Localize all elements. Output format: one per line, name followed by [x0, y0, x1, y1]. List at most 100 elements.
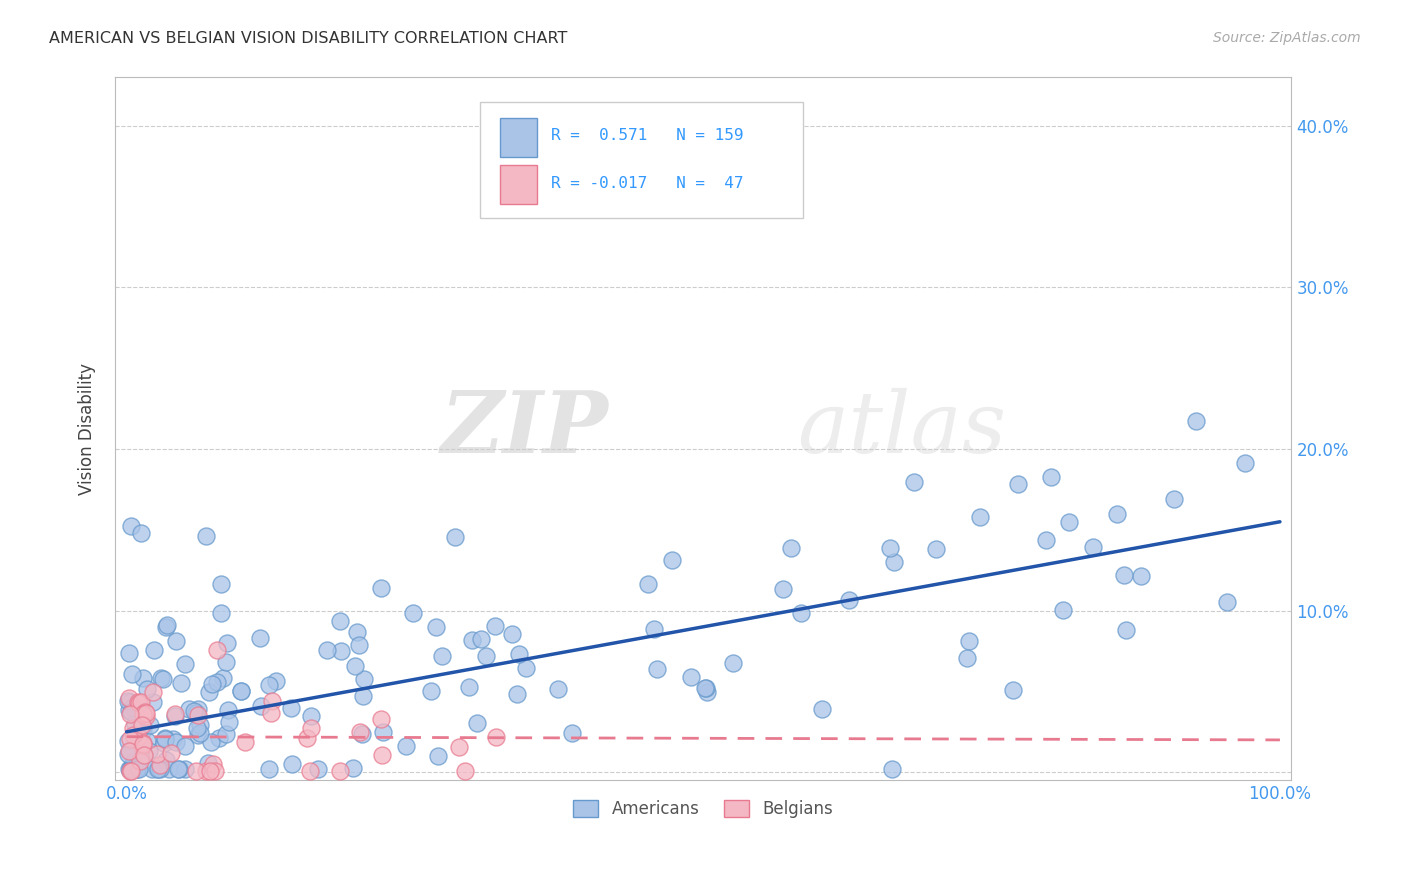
- Point: [1052, 603, 1074, 617]
- Point: [187, 707, 209, 722]
- Point: [637, 576, 659, 591]
- Point: [218, 714, 240, 729]
- Point: [1057, 516, 1080, 530]
- Point: [316, 642, 339, 657]
- Point: [1233, 456, 1256, 470]
- Point: [779, 541, 801, 556]
- Point: [131, 671, 153, 685]
- Point: [695, 681, 717, 696]
- Point: [426, 749, 449, 764]
- Point: [129, 695, 152, 709]
- Point: [1007, 477, 1029, 491]
- Point: [160, 746, 183, 760]
- Point: [229, 683, 252, 698]
- Point: [280, 757, 302, 772]
- Point: [501, 627, 523, 641]
- Point: [1001, 683, 1024, 698]
- Point: [681, 670, 703, 684]
- Legend: Americans, Belgians: Americans, Belgians: [567, 793, 839, 825]
- Point: [124, 717, 146, 731]
- Point: [141, 762, 163, 776]
- Point: [342, 761, 364, 775]
- Point: [1115, 623, 1137, 637]
- Point: [139, 717, 162, 731]
- Point: [120, 762, 142, 776]
- Point: [122, 754, 145, 768]
- Point: [186, 764, 208, 778]
- Point: [346, 625, 368, 640]
- Point: [1163, 491, 1185, 506]
- Point: [153, 731, 176, 745]
- Point: [131, 704, 153, 718]
- Point: [155, 619, 177, 633]
- Point: [465, 716, 488, 731]
- Point: [165, 709, 187, 723]
- Point: [120, 705, 142, 719]
- Point: [209, 607, 232, 621]
- Point: [167, 762, 190, 776]
- Point: [204, 764, 226, 778]
- Point: [957, 633, 980, 648]
- Bar: [499, 119, 537, 157]
- Point: [120, 731, 142, 746]
- Point: [125, 710, 148, 724]
- Point: [136, 734, 159, 748]
- Point: [547, 681, 569, 696]
- Point: [879, 541, 901, 556]
- Point: [118, 691, 141, 706]
- Point: [264, 673, 287, 688]
- Point: [420, 683, 443, 698]
- Point: [505, 687, 527, 701]
- Point: [135, 709, 157, 723]
- Point: [197, 684, 219, 698]
- Point: [262, 694, 284, 708]
- Point: [1112, 568, 1135, 582]
- Point: [454, 764, 477, 778]
- Point: [146, 762, 169, 776]
- Point: [838, 592, 860, 607]
- Point: [188, 718, 211, 732]
- Point: [149, 757, 172, 772]
- Point: [138, 744, 160, 758]
- Point: [118, 762, 141, 776]
- Point: [470, 632, 492, 647]
- Point: [307, 762, 329, 776]
- Point: [458, 680, 481, 694]
- Point: [789, 607, 811, 621]
- Point: [134, 705, 156, 719]
- Point: [883, 555, 905, 569]
- Point: [187, 702, 209, 716]
- Point: [149, 762, 172, 776]
- Point: [1129, 569, 1152, 583]
- Point: [117, 694, 139, 708]
- Point: [352, 689, 374, 703]
- Point: [145, 747, 167, 762]
- Point: [142, 695, 165, 709]
- Point: [155, 731, 177, 746]
- Point: [249, 631, 271, 645]
- Point: [128, 754, 150, 768]
- Point: [205, 674, 228, 689]
- Point: [117, 747, 139, 761]
- Point: [118, 695, 141, 709]
- Point: [118, 744, 141, 758]
- Point: [167, 762, 190, 776]
- Text: ZIP: ZIP: [441, 387, 609, 471]
- Point: [163, 706, 186, 721]
- Point: [298, 764, 321, 778]
- Point: [217, 703, 239, 717]
- Point: [198, 764, 221, 778]
- Point: [484, 619, 506, 633]
- Point: [696, 685, 718, 699]
- Point: [207, 731, 229, 745]
- Point: [188, 725, 211, 739]
- Point: [183, 704, 205, 718]
- Point: [1185, 414, 1208, 428]
- Point: [205, 643, 228, 657]
- Point: [121, 728, 143, 742]
- Point: [233, 735, 256, 749]
- Point: [1040, 469, 1063, 483]
- Point: [165, 734, 187, 748]
- Point: [447, 739, 470, 754]
- Point: [131, 738, 153, 752]
